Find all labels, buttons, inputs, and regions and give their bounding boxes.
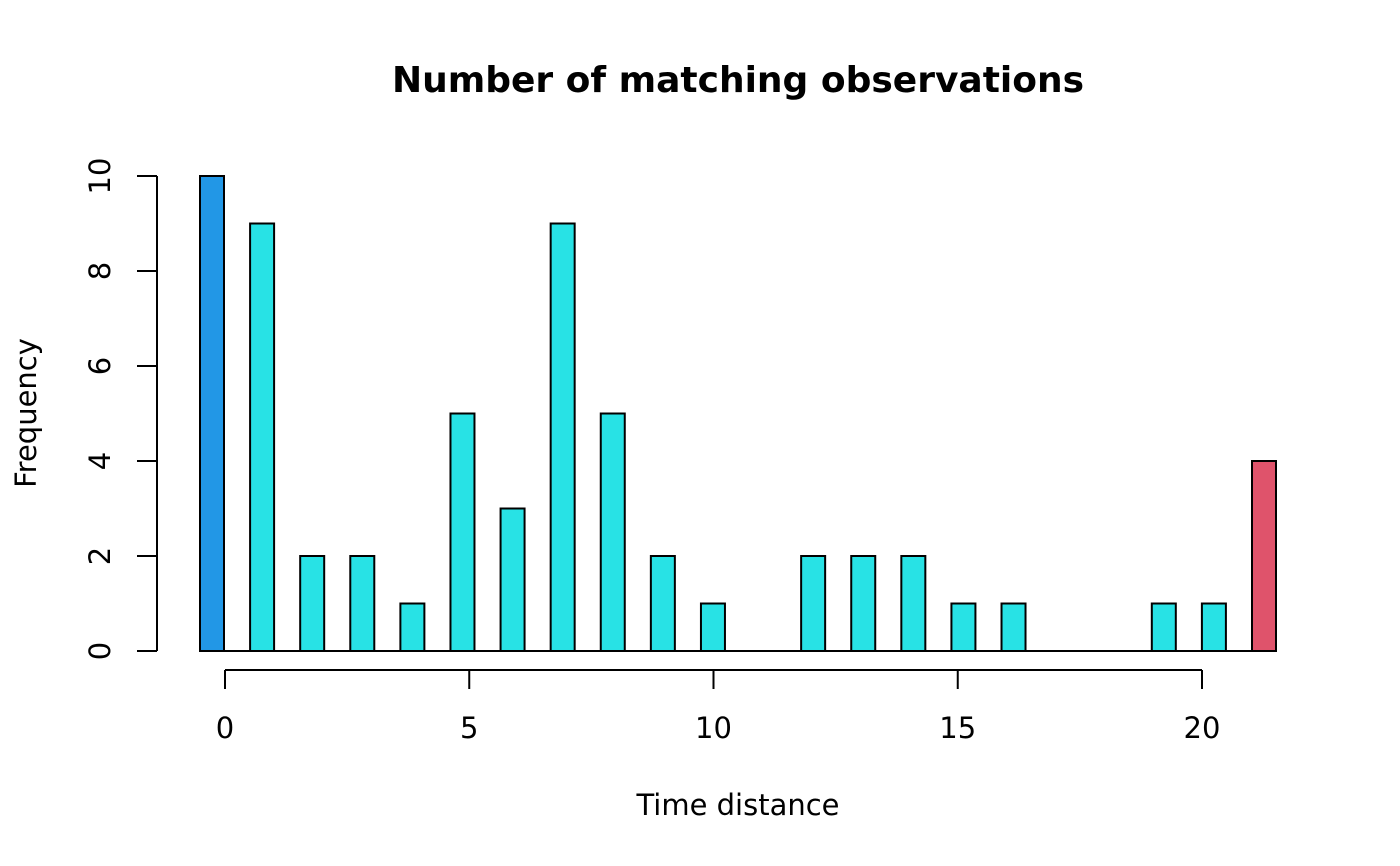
- bar-7: [549, 222, 576, 652]
- bar-5: [449, 412, 476, 652]
- bar-13: [850, 555, 877, 652]
- bar-6: [499, 507, 526, 652]
- bar-15: [950, 602, 977, 652]
- bar-9: [649, 555, 676, 652]
- y-tick-label: 4: [83, 452, 117, 470]
- bar-19: [1150, 602, 1177, 652]
- bar-20: [1200, 602, 1227, 652]
- bar-21: [1251, 460, 1277, 652]
- y-tick-label: 10: [83, 158, 117, 195]
- x-axis: 0 5 10 15 20: [216, 669, 1221, 745]
- x-tick-label: 5: [460, 711, 478, 745]
- bar-10: [699, 602, 726, 652]
- bar-1: [249, 222, 276, 652]
- y-tick-label: 8: [83, 262, 117, 280]
- bar-3: [349, 555, 376, 652]
- x-axis-label: Time distance: [635, 788, 839, 822]
- bar-14: [900, 555, 927, 652]
- bar-12: [800, 555, 827, 652]
- x-tick-label: 0: [216, 711, 234, 745]
- bar-8: [599, 412, 626, 652]
- bar-16: [1000, 602, 1027, 652]
- chart-title: Number of matching observations: [392, 60, 1084, 101]
- y-tick-label: 2: [83, 547, 117, 565]
- y-tick-label: 6: [83, 357, 117, 375]
- bar-0: [199, 175, 225, 652]
- y-axis: 0 2 4 6 8 10: [83, 158, 158, 660]
- y-axis-label: Frequency: [9, 338, 43, 488]
- x-tick-label: 15: [939, 711, 976, 745]
- bar-4: [399, 602, 426, 652]
- y-tick-label: 0: [83, 642, 117, 660]
- bar-2: [299, 555, 326, 652]
- x-tick-label: 20: [1184, 711, 1221, 745]
- x-tick-label: 10: [695, 711, 732, 745]
- bars-layer: [199, 175, 1277, 652]
